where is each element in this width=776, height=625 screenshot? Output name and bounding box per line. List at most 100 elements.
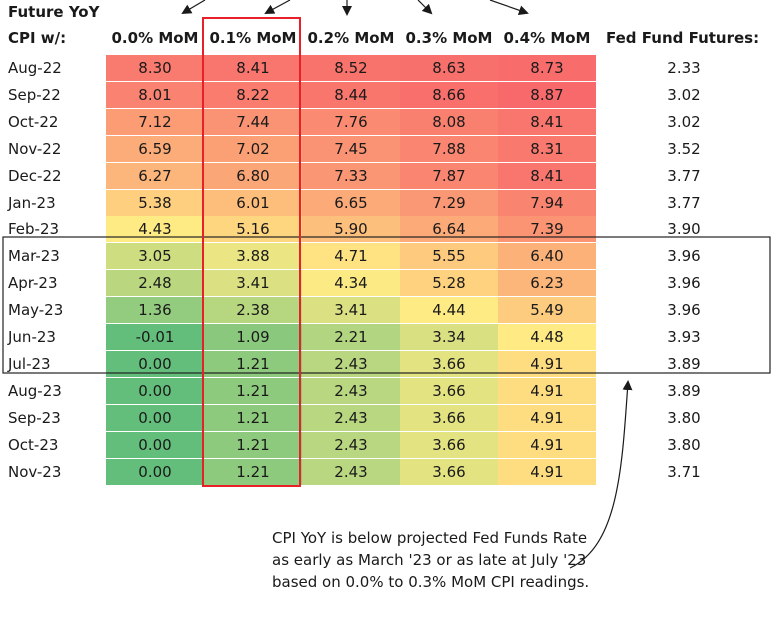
- heatmap-cell: 3.66: [400, 404, 498, 431]
- heatmap-cell: 3.66: [400, 458, 498, 485]
- heatmap-cell: 3.66: [400, 431, 498, 458]
- heatmap-cell: 8.87: [498, 81, 596, 108]
- row-label-feb-23: Feb-23: [8, 220, 60, 239]
- heatmap-cell: 2.21: [302, 324, 400, 350]
- heatmap-cell: 6.80: [204, 162, 302, 189]
- heatmap-cell: 8.66: [400, 81, 498, 108]
- heatmap-cell: 6.65: [302, 189, 400, 216]
- heatmap-cell: 5.90: [302, 216, 400, 243]
- heatmap-cell: 4.91: [498, 431, 596, 458]
- fed-funds-value: 3.90: [667, 220, 701, 239]
- heatmap-cell: 3.41: [302, 297, 400, 324]
- heatmap-cell: 4.71: [302, 243, 400, 270]
- heatmap-cell: 7.94: [498, 189, 596, 216]
- heatmap-cell: 1.21: [204, 377, 302, 404]
- heatmap-cell: 8.41: [498, 162, 596, 189]
- heatmap-cell: 5.55: [400, 243, 498, 270]
- column-header-0: 0.0% MoM: [111, 29, 199, 47]
- heatmap-cell: 5.28: [400, 270, 498, 297]
- annotation-text: CPI YoY is below projected Fed Funds Rat…: [272, 529, 590, 591]
- row-label-dec-22: Dec-22: [8, 166, 62, 185]
- heatmap-cell: 7.88: [400, 135, 498, 162]
- heatmap-cell: 8.01: [106, 81, 204, 108]
- heatmap-cell: 7.02: [204, 135, 302, 162]
- heatmap-cell: 8.73: [498, 55, 596, 81]
- top-arrow-5: [489, 0, 529, 16]
- fed-funds-value: 3.71: [667, 462, 701, 481]
- fed-funds-value: 3.89: [667, 381, 701, 400]
- row-label-aug-23: Aug-23: [8, 381, 62, 400]
- heatmap-cell: 5.38: [106, 189, 204, 216]
- fed-funds-value: 3.96: [667, 247, 701, 266]
- heatmap-cell: 3.66: [400, 377, 498, 404]
- heatmap-cell: 8.41: [204, 55, 302, 81]
- row-label-aug-22: Aug-22: [8, 59, 62, 77]
- row-label-jun-23: Jun-23: [8, 328, 56, 346]
- heatmap-cell: 0.00: [106, 431, 204, 458]
- heatmap-cell: 8.44: [302, 81, 400, 108]
- column-header-1: 0.1% MoM: [209, 29, 297, 47]
- heatmap-cell: 0.00: [106, 377, 204, 404]
- range-box: [2, 236, 771, 374]
- heatmap-cell: 6.40: [498, 243, 596, 270]
- row-label-apr-23: Apr-23: [8, 274, 58, 293]
- heatmap-cell: 6.64: [400, 216, 498, 243]
- fed-funds-value: 2.33: [667, 59, 701, 77]
- fed-funds-value: 3.89: [667, 354, 701, 373]
- heatmap-cell: 3.88: [204, 243, 302, 270]
- heatmap-cell: 5.49: [498, 297, 596, 324]
- fed-funds-value: 3.96: [667, 274, 701, 293]
- heatmap-cell: 8.31: [498, 135, 596, 162]
- heatmap-cell: 2.43: [302, 458, 400, 485]
- heatmap-cell: 6.23: [498, 270, 596, 297]
- heatmap-cell: 4.43: [106, 216, 204, 243]
- row-label-sep-23: Sep-23: [8, 408, 61, 427]
- heatmap-cell: 6.59: [106, 135, 204, 162]
- heatmap-cell: 8.41: [498, 108, 596, 135]
- heatmap-cell: 1.36: [106, 297, 204, 324]
- row-label-nov-22: Nov-22: [8, 139, 62, 158]
- heatmap-cell: 4.44: [400, 297, 498, 324]
- row-label-nov-23: Nov-23: [8, 462, 62, 481]
- fed-funds-value: 3.52: [667, 139, 701, 158]
- heatmap-cell: 8.63: [400, 55, 498, 81]
- top-arrow-2: [264, 0, 291, 14]
- heatmap-cell: 3.05: [106, 243, 204, 270]
- heatmap-cell: 8.22: [204, 81, 302, 108]
- heatmap-cell: 1.21: [204, 404, 302, 431]
- fed-funds-value: 3.02: [667, 85, 701, 104]
- heatmap-cell: 2.43: [302, 431, 400, 458]
- heatmap-cell: 7.44: [204, 108, 302, 135]
- row-label-oct-23: Oct-23: [8, 435, 59, 454]
- fed-funds-value: 3.02: [667, 112, 701, 131]
- heatmap-cell: 2.48: [106, 270, 204, 297]
- column-header-3: 0.3% MoM: [405, 29, 493, 47]
- heatmap-cell: 8.52: [302, 55, 400, 81]
- fed-funds-value: 3.80: [667, 408, 701, 427]
- heatmap-cell: 7.12: [106, 108, 204, 135]
- heatmap-cell: 4.91: [498, 458, 596, 485]
- heatmap-cell: 7.33: [302, 162, 400, 189]
- heatmap-cell: 1.21: [204, 458, 302, 485]
- heatmap-cell: 0.00: [106, 404, 204, 431]
- heatmap-cell: 2.38: [204, 297, 302, 324]
- row-label-mar-23: Mar-23: [8, 247, 60, 266]
- heatmap-cell: 3.41: [204, 270, 302, 297]
- row-label-sep-22: Sep-22: [8, 85, 61, 104]
- heatmap-cell: 2.43: [302, 377, 400, 404]
- heatmap-cell: 1.09: [204, 324, 302, 350]
- row-label-oct-22: Oct-22: [8, 112, 59, 131]
- top-arrow-4: [417, 0, 433, 15]
- fed-funds-header: Fed Fund Futures:: [606, 29, 760, 47]
- fed-funds-value: 3.77: [667, 193, 701, 212]
- heatmap-cell: 5.16: [204, 216, 302, 243]
- fed-funds-value: 3.77: [667, 166, 701, 185]
- heatmap-cell: 7.39: [498, 216, 596, 243]
- heatmap-cell: 2.43: [302, 404, 400, 431]
- column-header-4: 0.4% MoM: [503, 29, 591, 47]
- heatmap-cell: 7.87: [400, 162, 498, 189]
- column-header-2: 0.2% MoM: [307, 29, 395, 47]
- heatmap-cell: 7.29: [400, 189, 498, 216]
- row-label-may-23: May-23: [8, 301, 64, 320]
